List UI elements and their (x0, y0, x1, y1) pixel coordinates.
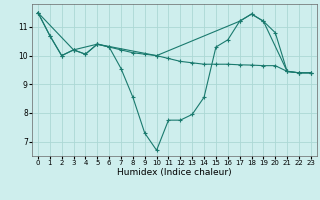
X-axis label: Humidex (Indice chaleur): Humidex (Indice chaleur) (117, 168, 232, 177)
